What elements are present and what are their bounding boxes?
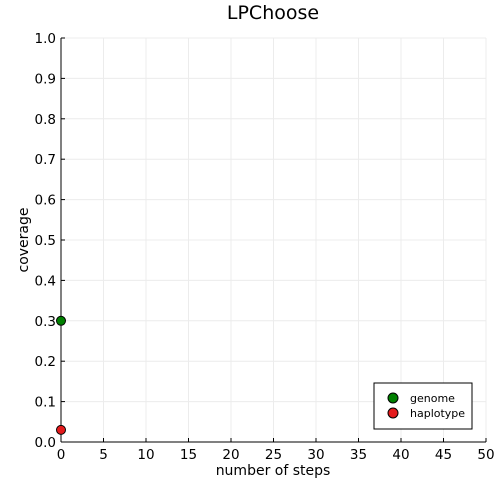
grid-lines bbox=[60, 37, 487, 443]
y-tick-label: 0.1 bbox=[35, 395, 56, 411]
x-tick-label: 45 bbox=[435, 447, 452, 463]
y-tick-label: 0.8 bbox=[35, 112, 56, 128]
y-tick-label: 0.4 bbox=[35, 273, 56, 289]
x-tick-label: 5 bbox=[99, 447, 108, 463]
y-axis-label: coverage bbox=[16, 208, 32, 273]
x-axis-ticks: 0 5 10 15 20 25 30 35 40 45 50 bbox=[57, 438, 495, 463]
legend-box bbox=[373, 382, 473, 430]
legend-marker-genome bbox=[387, 392, 399, 404]
y-tick-label: 0.6 bbox=[35, 193, 56, 209]
data-points bbox=[56, 315, 66, 435]
x-tick-label: 30 bbox=[307, 447, 324, 463]
point-haplotype bbox=[56, 424, 66, 435]
x-tick-label: 15 bbox=[180, 447, 197, 463]
legend-marker-haplotype bbox=[387, 407, 399, 419]
legend-label-genome: genome bbox=[410, 392, 455, 405]
y-tick-label: 1.0 bbox=[35, 31, 56, 47]
point-genome bbox=[56, 315, 66, 326]
x-tick-label: 50 bbox=[477, 447, 494, 463]
x-axis-label: number of steps bbox=[216, 463, 331, 479]
x-tick-label: 20 bbox=[222, 447, 239, 463]
y-tick-label: 0.5 bbox=[35, 233, 56, 249]
legend-label-haplotype: haplotype bbox=[410, 407, 465, 420]
x-tick-label: 10 bbox=[137, 447, 154, 463]
x-tick-label: 40 bbox=[392, 447, 409, 463]
y-tick-label: 0.3 bbox=[35, 314, 56, 330]
x-tick-label: 35 bbox=[350, 447, 367, 463]
y-tick-label: 0.2 bbox=[35, 354, 56, 370]
legend: genome haplotype bbox=[373, 382, 473, 430]
x-tick-label: 25 bbox=[265, 447, 282, 463]
chart-title: LPChoose bbox=[227, 2, 319, 24]
y-tick-label: 0.7 bbox=[35, 152, 56, 168]
y-tick-label: 0.9 bbox=[35, 71, 56, 87]
x-tick-label: 0 bbox=[57, 447, 66, 463]
y-tick-label: 0.0 bbox=[35, 435, 56, 451]
y-axis-ticks: 0.0 0.1 0.2 0.3 0.4 0.5 0.6 0.7 0.8 0.9 1.0 bbox=[35, 31, 65, 451]
